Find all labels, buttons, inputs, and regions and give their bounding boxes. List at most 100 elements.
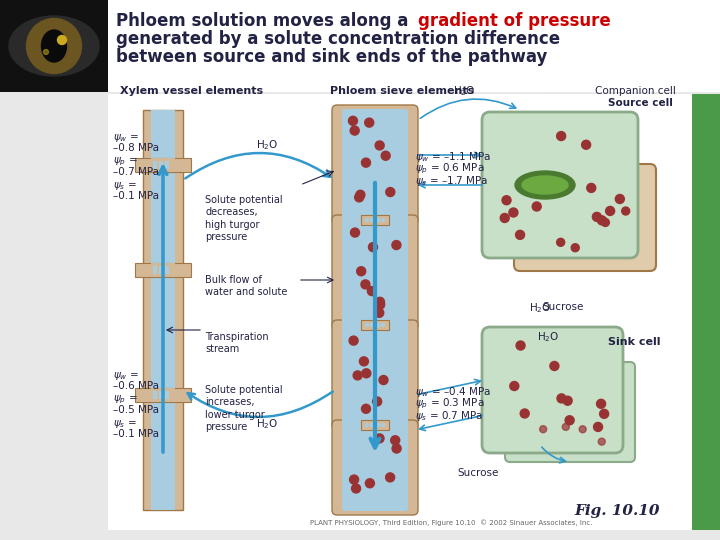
Text: H$_2$O: H$_2$O — [537, 330, 559, 344]
FancyBboxPatch shape — [165, 266, 169, 274]
Text: Companion cell: Companion cell — [595, 86, 676, 96]
Circle shape — [582, 140, 590, 149]
FancyArrowPatch shape — [420, 182, 482, 188]
Text: Bulk flow of
water and solute: Bulk flow of water and solute — [205, 275, 287, 298]
FancyBboxPatch shape — [165, 391, 169, 399]
Text: PLANT PHYSIOLOGY, Third Edition, Figure 10.10  © 2002 Sinauer Associates, Inc.: PLANT PHYSIOLOGY, Third Edition, Figure … — [310, 519, 593, 526]
FancyBboxPatch shape — [159, 391, 163, 399]
FancyBboxPatch shape — [363, 110, 387, 510]
Text: Xylem vessel elements: Xylem vessel elements — [120, 86, 263, 96]
Circle shape — [366, 219, 369, 221]
Text: –0.8 MPa: –0.8 MPa — [113, 143, 159, 153]
Text: $\psi_w$ = –0.4 MPa: $\psi_w$ = –0.4 MPa — [415, 385, 491, 399]
Text: –0.5 MPa: –0.5 MPa — [113, 405, 159, 415]
FancyBboxPatch shape — [342, 424, 408, 511]
Circle shape — [361, 404, 371, 413]
Text: $\psi_s$ =: $\psi_s$ = — [113, 418, 137, 430]
Text: between source and sink ends of the pathway: between source and sink ends of the path… — [116, 48, 547, 66]
FancyBboxPatch shape — [482, 112, 638, 258]
FancyBboxPatch shape — [151, 263, 175, 277]
Circle shape — [557, 238, 564, 246]
Circle shape — [379, 375, 388, 384]
Ellipse shape — [43, 50, 48, 55]
Circle shape — [597, 399, 606, 408]
Circle shape — [367, 287, 377, 295]
FancyArrowPatch shape — [185, 153, 330, 178]
Circle shape — [532, 202, 541, 211]
FancyBboxPatch shape — [143, 110, 183, 510]
FancyBboxPatch shape — [514, 164, 656, 271]
Circle shape — [386, 473, 395, 482]
Circle shape — [371, 423, 374, 427]
FancyBboxPatch shape — [153, 391, 157, 399]
Circle shape — [361, 280, 370, 289]
Text: –0.1 MPa: –0.1 MPa — [113, 429, 159, 439]
Text: gradient of pressure: gradient of pressure — [418, 12, 611, 30]
FancyBboxPatch shape — [165, 161, 169, 169]
Circle shape — [374, 308, 384, 318]
Circle shape — [110, 10, 610, 510]
FancyArrowPatch shape — [188, 392, 333, 417]
Circle shape — [392, 240, 401, 249]
Circle shape — [616, 194, 624, 204]
FancyBboxPatch shape — [135, 388, 191, 402]
Circle shape — [371, 219, 374, 221]
FancyBboxPatch shape — [153, 266, 157, 274]
FancyBboxPatch shape — [482, 327, 623, 453]
Ellipse shape — [27, 18, 81, 73]
Text: $\psi_w$ =: $\psi_w$ = — [113, 370, 139, 382]
Circle shape — [373, 397, 382, 406]
Circle shape — [376, 300, 384, 309]
Ellipse shape — [522, 176, 568, 194]
Circle shape — [377, 423, 379, 427]
Circle shape — [350, 475, 359, 484]
Circle shape — [382, 423, 384, 427]
Circle shape — [180, 80, 540, 440]
FancyBboxPatch shape — [342, 109, 408, 221]
FancyBboxPatch shape — [151, 158, 175, 172]
FancyBboxPatch shape — [0, 0, 720, 92]
Text: Phloem solution moves along a: Phloem solution moves along a — [116, 12, 414, 30]
FancyBboxPatch shape — [505, 362, 635, 462]
FancyArrowPatch shape — [418, 152, 480, 158]
Circle shape — [369, 242, 377, 252]
Text: Transpiration
stream: Transpiration stream — [205, 332, 269, 354]
Circle shape — [571, 244, 579, 252]
Circle shape — [579, 426, 586, 433]
Circle shape — [593, 212, 601, 221]
Circle shape — [381, 151, 390, 160]
FancyBboxPatch shape — [135, 263, 191, 277]
FancyBboxPatch shape — [361, 320, 389, 330]
FancyBboxPatch shape — [0, 0, 108, 92]
Circle shape — [562, 423, 570, 430]
Text: Source cell: Source cell — [608, 98, 673, 108]
Circle shape — [375, 298, 384, 306]
Circle shape — [359, 357, 369, 366]
FancyArrowPatch shape — [420, 416, 482, 430]
Circle shape — [557, 132, 566, 140]
FancyBboxPatch shape — [361, 215, 389, 225]
FancyBboxPatch shape — [692, 94, 720, 530]
Circle shape — [600, 409, 608, 418]
Circle shape — [361, 158, 371, 167]
Circle shape — [351, 484, 361, 493]
Text: $\psi_s$ = –1.7 MPa: $\psi_s$ = –1.7 MPa — [415, 174, 488, 188]
Text: $\psi_w$ = –1.1 MPa: $\psi_w$ = –1.1 MPa — [415, 150, 491, 164]
Text: H$_2$O: H$_2$O — [528, 301, 552, 315]
FancyBboxPatch shape — [332, 215, 418, 330]
FancyBboxPatch shape — [332, 320, 418, 430]
Text: $\psi_s$ = 0.7 MPa: $\psi_s$ = 0.7 MPa — [415, 409, 483, 423]
Circle shape — [598, 216, 606, 225]
Text: Sucrose: Sucrose — [457, 468, 499, 478]
Text: $\psi_p$ =: $\psi_p$ = — [113, 394, 138, 407]
Circle shape — [520, 409, 529, 418]
Circle shape — [356, 267, 366, 276]
Circle shape — [382, 323, 384, 327]
Circle shape — [366, 423, 369, 427]
FancyBboxPatch shape — [135, 158, 191, 172]
Circle shape — [350, 126, 359, 135]
Circle shape — [355, 193, 364, 202]
Circle shape — [371, 323, 374, 327]
Circle shape — [362, 369, 371, 378]
Circle shape — [550, 361, 559, 370]
